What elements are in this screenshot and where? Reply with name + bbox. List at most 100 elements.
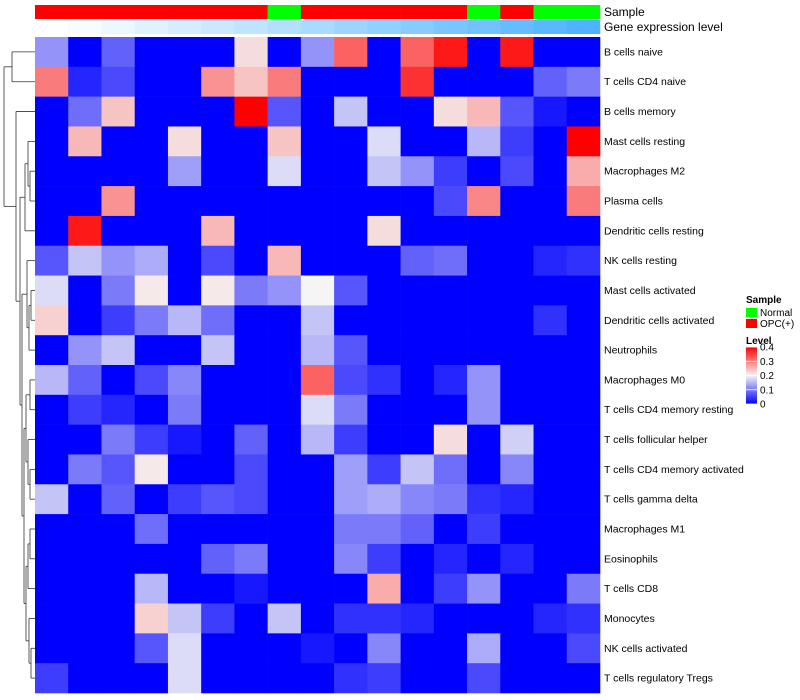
heatmap-cell: [134, 335, 169, 366]
heatmap-cell: [433, 514, 468, 545]
gene-expression-track-cell: [167, 20, 202, 34]
row-label: Macrophages M2: [604, 166, 685, 178]
heatmap-cell: [35, 96, 69, 127]
heatmap-cell: [400, 663, 435, 694]
heatmap-cell: [334, 663, 368, 694]
heatmap-cell: [134, 215, 169, 247]
heatmap-cell: [134, 543, 169, 575]
heatmap-cell: [134, 126, 169, 157]
heatmap-cell: [267, 633, 302, 664]
heatmap-cell: [400, 245, 435, 276]
row-label: T cells CD8: [604, 583, 658, 595]
heatmap-cell: [267, 66, 302, 97]
heatmap-cell: [367, 215, 401, 247]
heatmap-cell: [201, 335, 235, 366]
heatmap-cell: [267, 215, 302, 247]
heatmap-cell: [68, 335, 102, 366]
heatmap-cell: [566, 156, 601, 187]
heatmap-cell: [35, 66, 69, 97]
heatmap-cell: [167, 454, 202, 485]
heatmap-cell: [367, 37, 401, 68]
heatmap-cell: [101, 186, 136, 217]
heatmap-cell: [300, 156, 335, 187]
heatmap-cell: [566, 484, 601, 515]
heatmap-cell: [35, 543, 69, 575]
heatmap-cell: [367, 424, 401, 455]
heatmap-cell: [533, 454, 568, 485]
heatmap-cell: [334, 37, 368, 68]
heatmap-cell: [134, 275, 169, 306]
heatmap-cell: [68, 424, 102, 455]
sample-track-cell: [134, 5, 169, 19]
legend-label-normal: Normal: [760, 308, 792, 319]
legend-level-tick-label: 0.3: [760, 357, 774, 368]
heatmap-cell: [533, 663, 568, 694]
heatmap-cell: [101, 603, 136, 634]
heatmap-cell: [566, 245, 601, 276]
gene-expression-track-cell: [467, 20, 501, 34]
heatmap-cell: [334, 126, 368, 157]
heatmap-cell: [267, 96, 302, 127]
heatmap-cell: [300, 186, 335, 217]
heatmap-cell: [367, 305, 401, 336]
row-label: Dendritic cells activated: [604, 315, 714, 327]
heatmap-cell: [367, 514, 401, 545]
heatmap-cell: [334, 245, 368, 276]
heatmap-cell: [334, 186, 368, 217]
heatmap-cell: [35, 245, 69, 276]
row-label: T cells CD4 memory resting: [604, 404, 733, 416]
heatmap-cell: [134, 365, 169, 396]
heatmap-cell: [167, 484, 202, 515]
heatmap-cell: [201, 514, 235, 545]
sample-track-cell: [300, 5, 335, 19]
heatmap-cell: [68, 305, 102, 336]
heatmap-cell: [467, 215, 501, 247]
heatmap-cell: [35, 215, 69, 247]
heatmap-cell: [300, 66, 335, 97]
heatmap-cell: [566, 424, 601, 455]
heatmap-cell: [201, 663, 235, 694]
heatmap-cell: [101, 514, 136, 545]
heatmap-cells: [35, 37, 601, 694]
heatmap-cell: [101, 633, 136, 664]
heatmap-cell: [467, 573, 501, 604]
heatmap-cell: [201, 424, 235, 455]
heatmap-cell: [201, 96, 235, 127]
heatmap-cell: [234, 66, 268, 97]
heatmap-cell: [35, 573, 69, 604]
heatmap-cell: [334, 156, 368, 187]
heatmap-cell: [201, 186, 235, 217]
heatmap-cell: [334, 96, 368, 127]
heatmap-cell: [68, 186, 102, 217]
heatmap-cell: [400, 603, 435, 634]
heatmap-cell: [201, 126, 235, 157]
row-dendrogram: [3, 51, 35, 679]
heatmap-cell: [533, 245, 568, 276]
heatmap-cell: [467, 394, 501, 425]
heatmap-cell: [68, 633, 102, 664]
heatmap-cell: [533, 37, 568, 68]
heatmap-cell: [367, 454, 401, 485]
heatmap-cell: [433, 126, 468, 157]
heatmap-cell: [533, 394, 568, 425]
heatmap-cell: [467, 186, 501, 217]
heatmap-cell: [400, 66, 435, 97]
heatmap-cell: [467, 245, 501, 276]
heatmap-cell: [101, 156, 136, 187]
row-label: Mast cells resting: [604, 136, 685, 148]
legend-level-title: Level: [746, 336, 772, 347]
heatmap-cell: [433, 484, 468, 515]
row-label: Monocytes: [604, 613, 655, 625]
heatmap-cell: [334, 275, 368, 306]
row-label: B cells naive: [604, 46, 663, 58]
heatmap-cell: [467, 424, 501, 455]
gene-expression-track-cell: [35, 20, 69, 34]
heatmap-cell: [101, 275, 136, 306]
heatmap-cell: [433, 305, 468, 336]
heatmap-cell: [500, 245, 534, 276]
heatmap-cell: [433, 573, 468, 604]
heatmap-cell: [267, 514, 302, 545]
heatmap-cell: [367, 96, 401, 127]
heatmap-cell: [433, 365, 468, 396]
